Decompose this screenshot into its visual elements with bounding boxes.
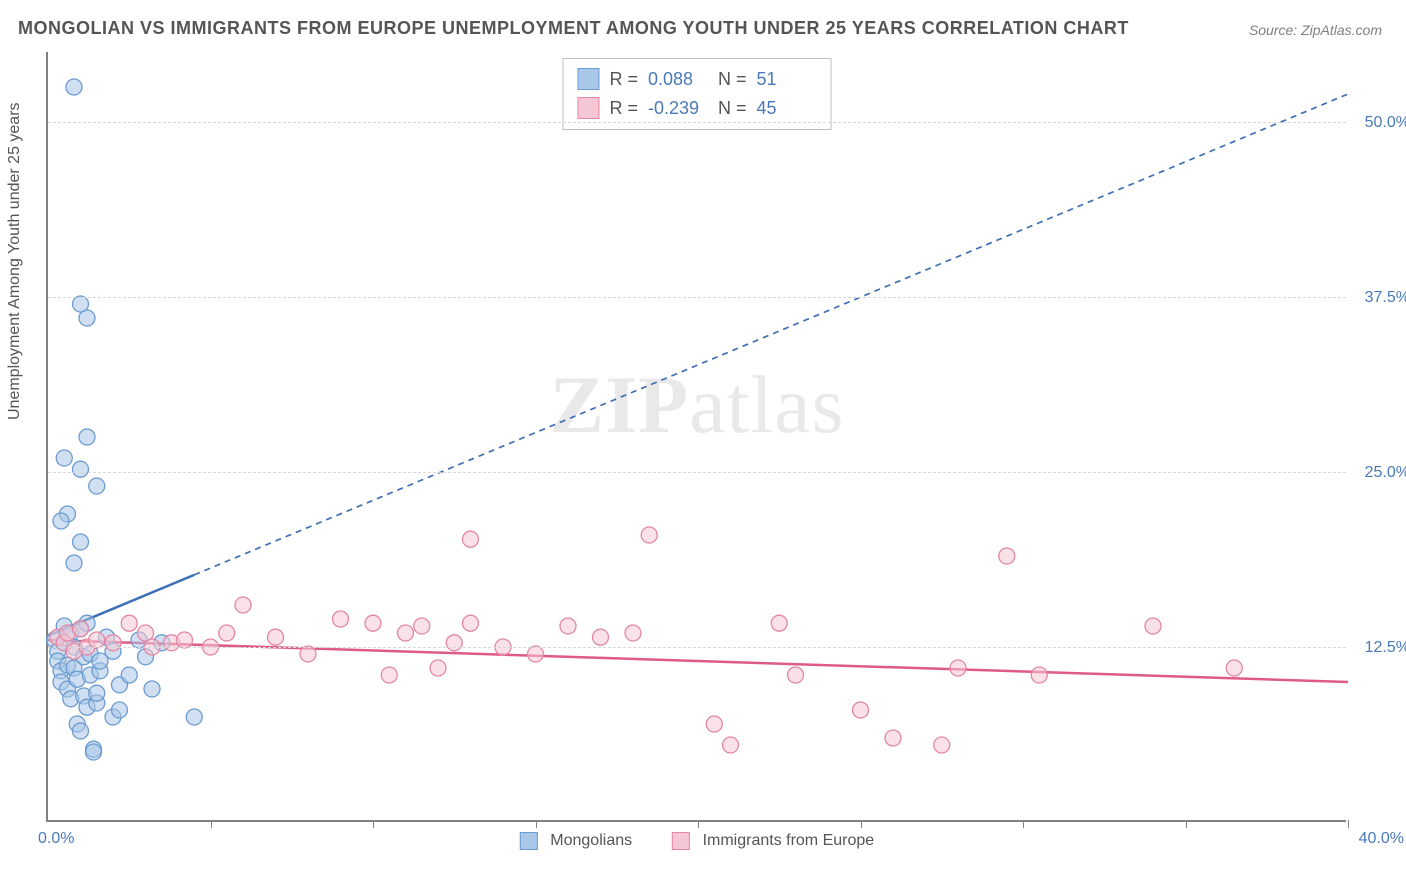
data-point	[381, 667, 397, 683]
data-point	[268, 629, 284, 645]
data-point	[79, 429, 95, 445]
data-point	[121, 615, 137, 631]
data-point	[625, 625, 641, 641]
data-point	[723, 737, 739, 753]
gridline: 37.5%	[48, 297, 1346, 298]
x-tick	[373, 820, 374, 828]
data-point	[1145, 618, 1161, 634]
data-point	[560, 618, 576, 634]
data-point	[177, 632, 193, 648]
data-point	[300, 646, 316, 662]
legend-row-mongolians: R = 0.088 N = 51	[577, 65, 816, 94]
data-point	[463, 531, 479, 547]
data-point	[414, 618, 430, 634]
data-point	[89, 632, 105, 648]
legend-label: Immigrants from Europe	[703, 832, 875, 849]
data-point	[73, 534, 89, 550]
data-point	[430, 660, 446, 676]
y-tick-label: 37.5%	[1365, 289, 1406, 307]
data-point	[365, 615, 381, 631]
data-point	[105, 635, 121, 651]
y-tick-label: 12.5%	[1365, 639, 1406, 657]
data-point	[112, 702, 128, 718]
data-point	[89, 478, 105, 494]
n-value: 45	[757, 94, 817, 123]
x-tick	[211, 820, 212, 828]
data-point	[528, 646, 544, 662]
data-point	[853, 702, 869, 718]
gridline: 50.0%	[48, 122, 1346, 123]
r-label: R =	[609, 65, 638, 94]
data-point	[593, 629, 609, 645]
plot-area: ZIPatlas R = 0.088 N = 51 R = -0.239 N =…	[46, 52, 1346, 822]
source-citation: Source: ZipAtlas.com	[1249, 22, 1382, 38]
x-tick	[861, 820, 862, 828]
series-legend: Mongolians Immigrants from Europe	[520, 832, 874, 850]
y-tick-label: 50.0%	[1365, 114, 1406, 132]
r-label: R =	[609, 94, 638, 123]
y-axis-label: Unemployment Among Youth under 25 years	[6, 102, 24, 420]
data-point	[73, 296, 89, 312]
data-point	[446, 635, 462, 651]
x-tick	[536, 820, 537, 828]
data-point	[144, 681, 160, 697]
n-label: N =	[718, 65, 747, 94]
x-tick	[698, 820, 699, 828]
data-point	[53, 513, 69, 529]
data-point	[1031, 667, 1047, 683]
data-point	[398, 625, 414, 641]
data-point	[235, 597, 251, 613]
data-point	[463, 615, 479, 631]
x-tick	[1023, 820, 1024, 828]
data-point	[219, 625, 235, 641]
data-point	[66, 555, 82, 571]
gridline: 25.0%	[48, 472, 1346, 473]
chart-title: MONGOLIAN VS IMMIGRANTS FROM EUROPE UNEM…	[18, 18, 1129, 39]
data-point	[706, 716, 722, 732]
data-point	[999, 548, 1015, 564]
correlation-legend: R = 0.088 N = 51 R = -0.239 N = 45	[562, 58, 831, 130]
legend-swatch-icon	[577, 97, 599, 119]
data-point	[73, 723, 89, 739]
r-value: 0.088	[648, 65, 708, 94]
chart-svg	[48, 52, 1346, 820]
data-point	[333, 611, 349, 627]
data-point	[885, 730, 901, 746]
y-tick-label: 25.0%	[1365, 464, 1406, 482]
legend-swatch-icon	[520, 832, 538, 850]
data-point	[771, 615, 787, 631]
data-point	[56, 450, 72, 466]
legend-item-immigrants: Immigrants from Europe	[672, 832, 874, 850]
data-point	[186, 709, 202, 725]
x-tick	[1348, 820, 1349, 828]
legend-label: Mongolians	[550, 832, 632, 849]
legend-swatch-icon	[577, 68, 599, 90]
data-point	[89, 685, 105, 701]
data-point	[121, 667, 137, 683]
data-point	[73, 621, 89, 637]
data-point	[66, 79, 82, 95]
data-point	[934, 737, 950, 753]
legend-row-immigrants: R = -0.239 N = 45	[577, 94, 816, 123]
x-max-label: 40.0%	[1359, 830, 1404, 848]
data-point	[788, 667, 804, 683]
data-point	[641, 527, 657, 543]
n-label: N =	[718, 94, 747, 123]
x-tick	[1186, 820, 1187, 828]
r-value: -0.239	[648, 94, 708, 123]
legend-swatch-icon	[672, 832, 690, 850]
data-point	[86, 744, 102, 760]
n-value: 51	[757, 65, 817, 94]
data-point	[950, 660, 966, 676]
x-min-label: 0.0%	[38, 830, 74, 848]
data-point	[73, 461, 89, 477]
legend-item-mongolians: Mongolians	[520, 832, 632, 850]
gridline: 12.5%	[48, 647, 1346, 648]
data-point	[1226, 660, 1242, 676]
